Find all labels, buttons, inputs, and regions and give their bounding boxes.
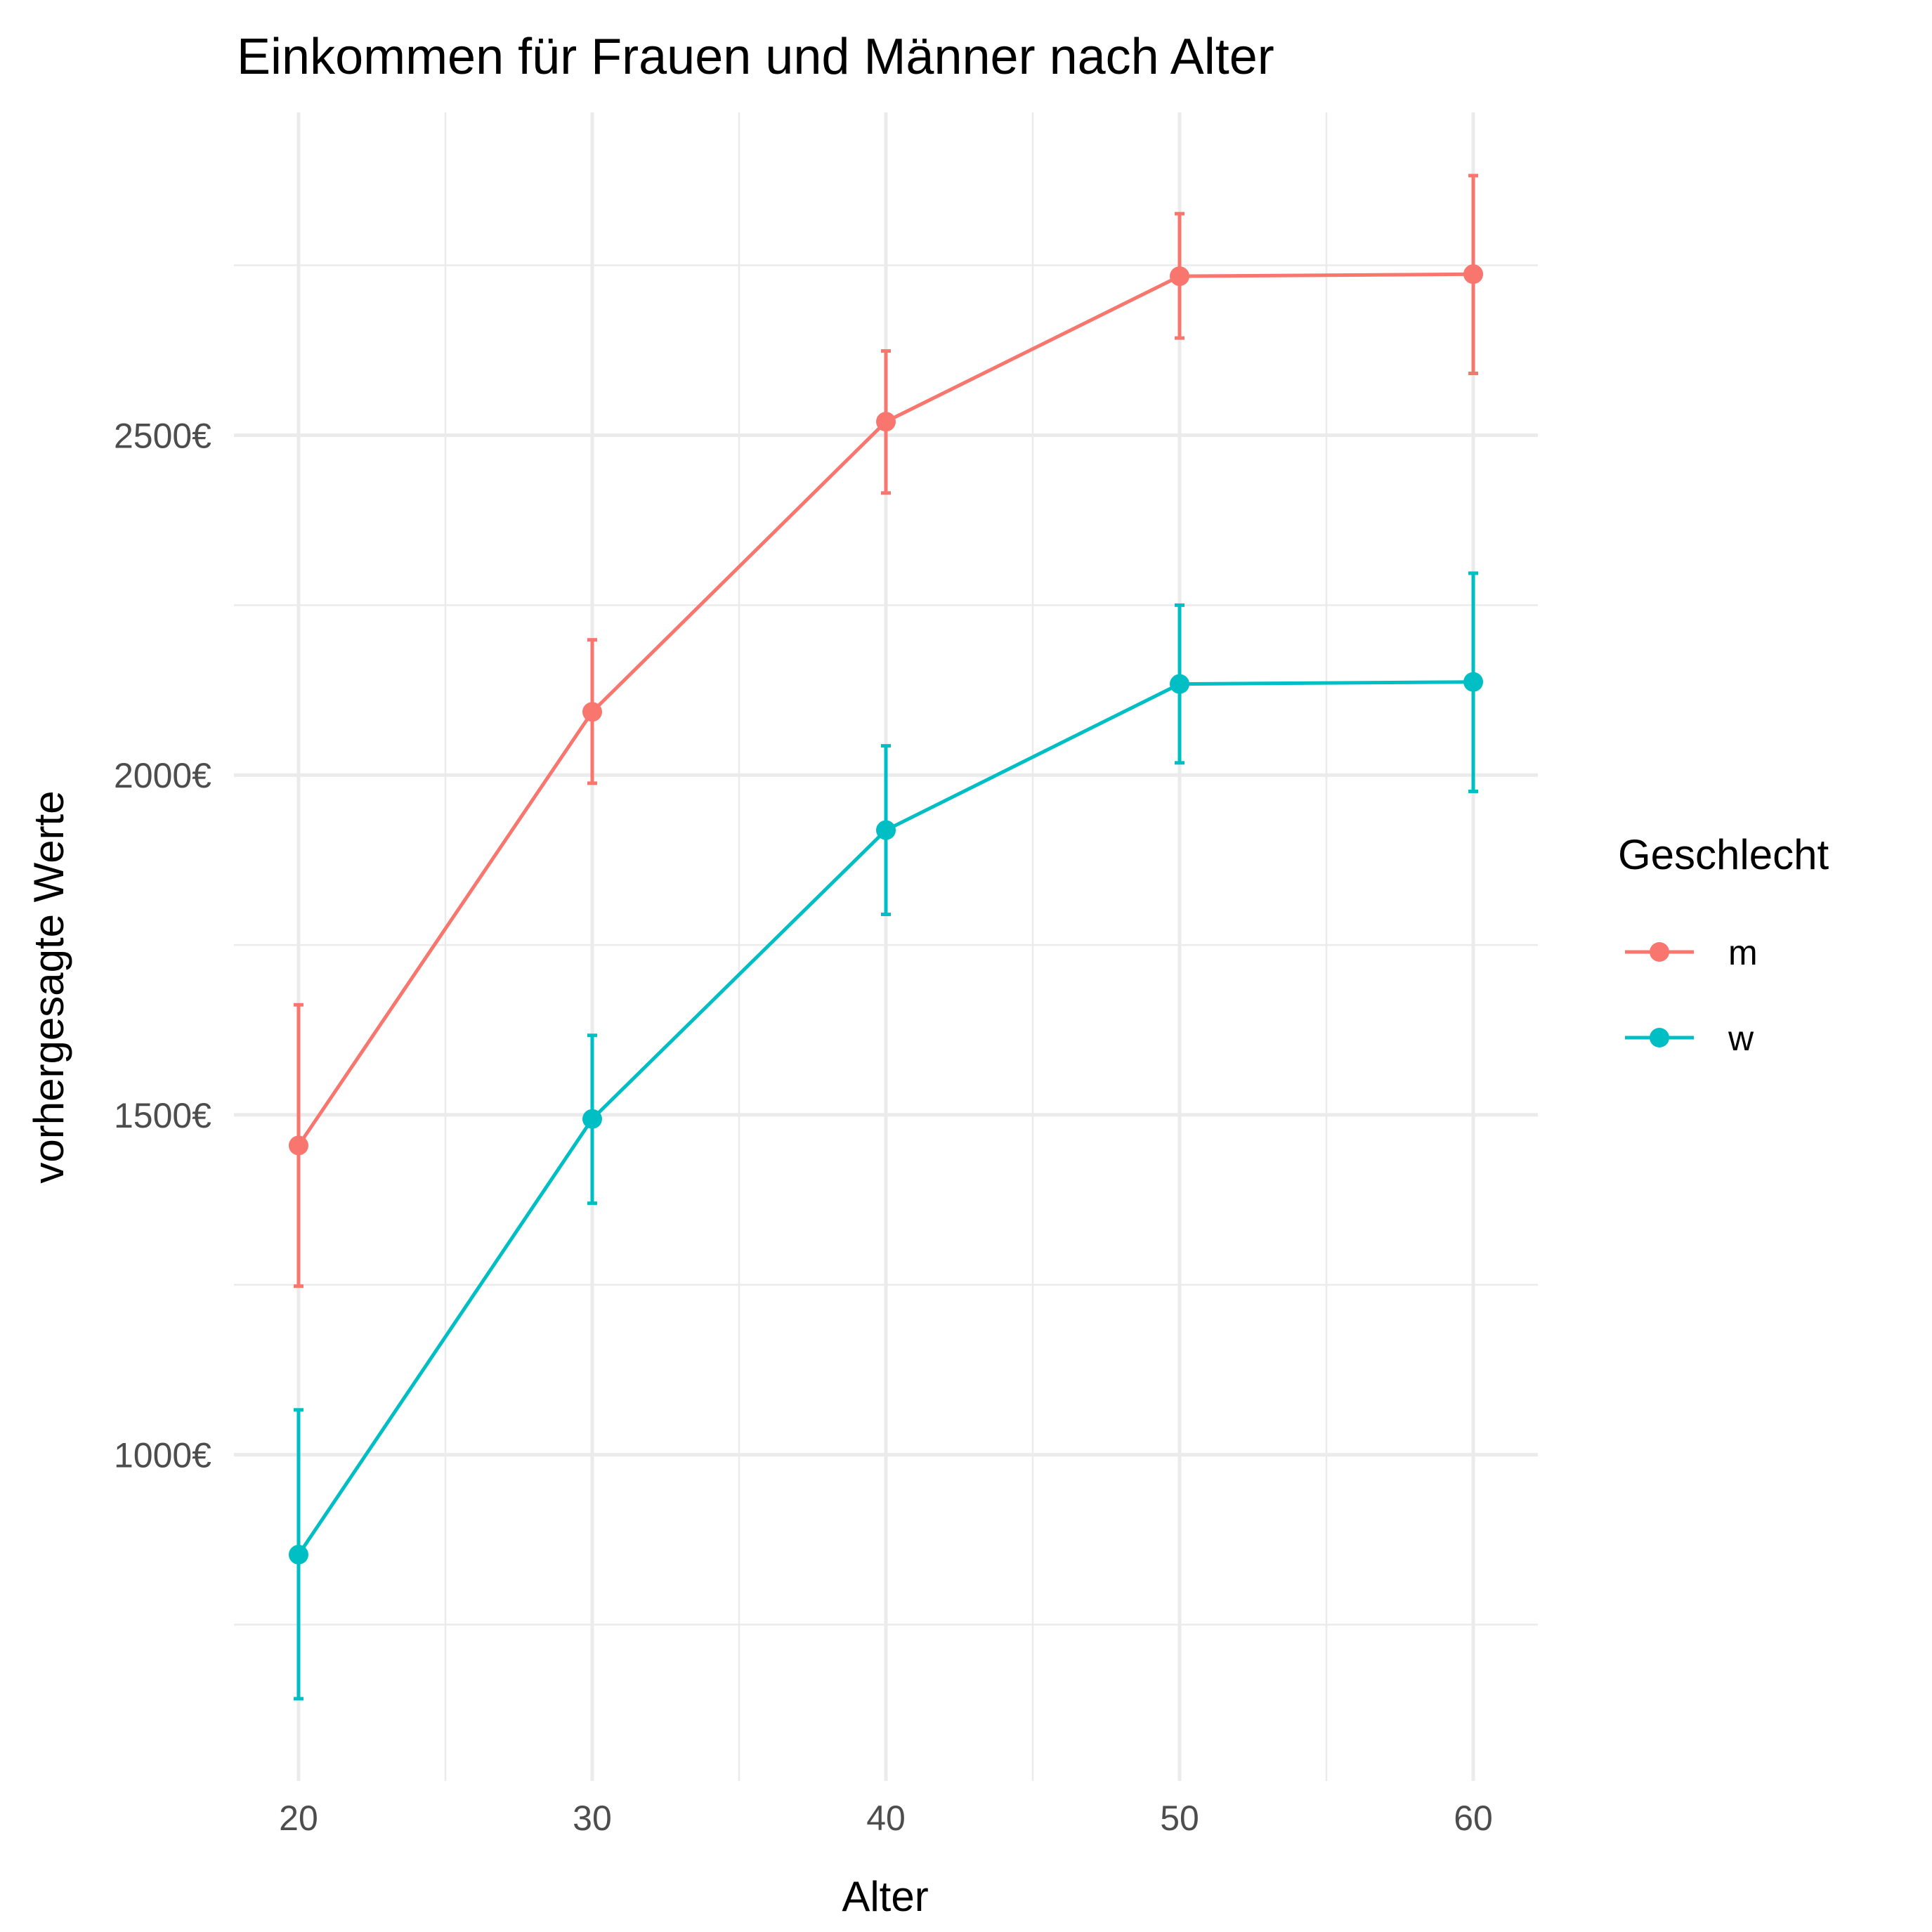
data-point xyxy=(876,820,896,840)
data-point xyxy=(876,412,896,432)
data-point xyxy=(1170,674,1190,694)
series-layer xyxy=(288,174,1484,1701)
x-tick-label: 30 xyxy=(573,1799,612,1838)
data-point xyxy=(582,1109,602,1129)
legend-key-point xyxy=(1650,1028,1669,1047)
data-point xyxy=(1463,264,1484,285)
data-point xyxy=(288,1135,308,1156)
data-point xyxy=(1170,266,1190,287)
y-tick-label: 2500€ xyxy=(114,417,211,456)
legend-label: m xyxy=(1728,933,1758,972)
data-point xyxy=(582,702,602,722)
x-axis-title: Alter xyxy=(842,1873,928,1920)
x-tick-label: 20 xyxy=(279,1799,318,1838)
x-tick-label: 40 xyxy=(866,1799,906,1838)
legend-title: Geschlecht xyxy=(1618,831,1829,878)
y-axis-title: vorhergesagte Werte xyxy=(25,790,72,1183)
legend: Geschlecht m w xyxy=(1618,831,1829,1058)
data-point xyxy=(288,1544,308,1565)
x-tick-label: 50 xyxy=(1160,1799,1199,1838)
series-w xyxy=(288,571,1484,1701)
y-tick-label: 1500€ xyxy=(114,1096,211,1135)
y-tick-label: 1000€ xyxy=(114,1436,211,1475)
x-axis-ticks: 20 30 40 50 60 xyxy=(279,1799,1493,1838)
chart-title: Einkommen für Frauen und Männer nach Alt… xyxy=(237,29,1274,85)
y-tick-label: 2000€ xyxy=(114,756,211,795)
legend-label: w xyxy=(1728,1019,1754,1058)
series-m xyxy=(288,174,1484,1288)
x-tick-label: 60 xyxy=(1454,1799,1493,1838)
data-point xyxy=(1463,672,1484,692)
y-axis-ticks: 1000€ 1500€ 2000€ 2500€ xyxy=(114,417,211,1475)
legend-key-point xyxy=(1650,942,1669,962)
